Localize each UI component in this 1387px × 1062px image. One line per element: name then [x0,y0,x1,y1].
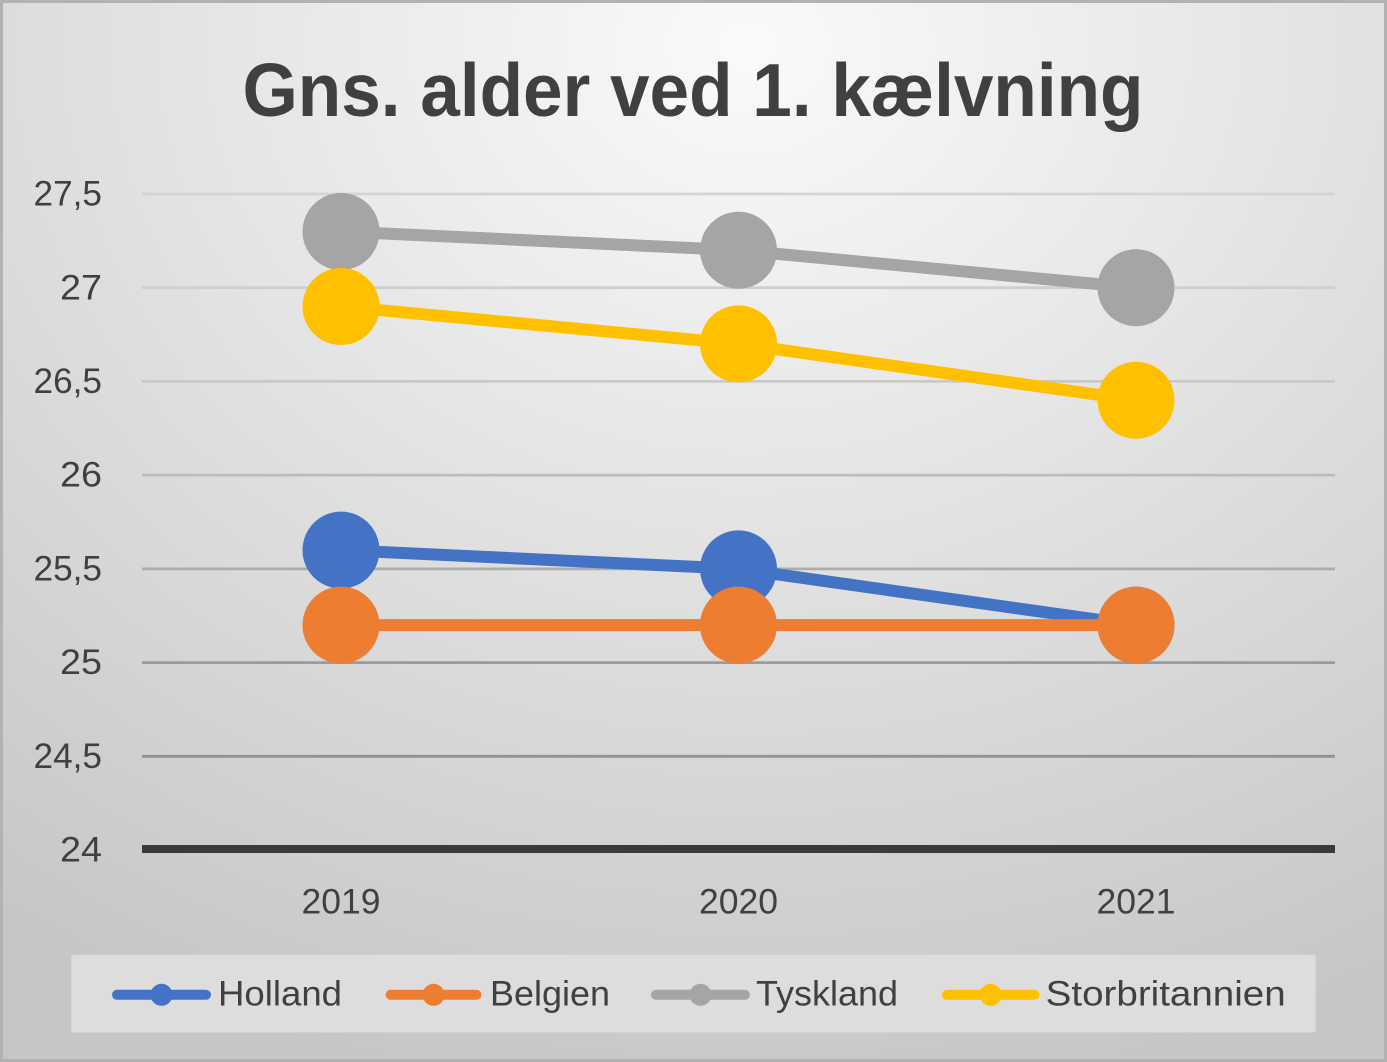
svg-text:Storbritannien: Storbritannien [1046,974,1286,1014]
svg-text:24,5: 24,5 [34,736,103,776]
svg-text:2019: 2019 [302,881,381,921]
svg-text:Tyskland: Tyskland [756,974,898,1014]
svg-text:Belgien: Belgien [490,974,610,1014]
svg-text:2021: 2021 [1097,881,1176,921]
svg-text:Gns. alder ved 1. kælvning: Gns. alder ved 1. kælvning [243,48,1144,132]
svg-text:Holland: Holland [218,974,342,1014]
svg-text:25,5: 25,5 [34,549,103,589]
svg-text:2020: 2020 [699,881,778,921]
svg-text:27: 27 [60,267,102,307]
svg-text:27,5: 27,5 [34,174,103,214]
svg-text:25: 25 [60,642,102,682]
svg-text:26,5: 26,5 [34,361,103,401]
svg-text:26: 26 [60,455,102,495]
svg-text:24: 24 [60,830,102,870]
